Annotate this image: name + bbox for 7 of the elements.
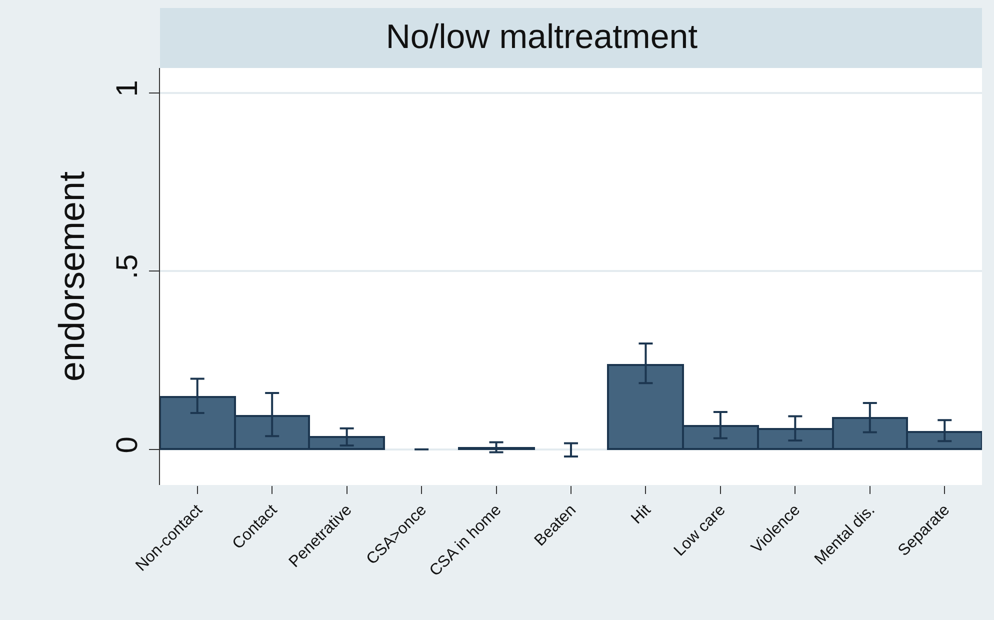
y-tick-label: 1 (111, 80, 144, 97)
y-tick-label: .5 (111, 254, 144, 280)
y-tick-label: 0 (111, 436, 144, 454)
x-tick-label: Hit (628, 501, 655, 528)
x-tick-label: Low care (671, 502, 730, 560)
y-axis-title: endorsement (50, 171, 92, 382)
chart-title: No/low maltreatment (386, 18, 698, 56)
